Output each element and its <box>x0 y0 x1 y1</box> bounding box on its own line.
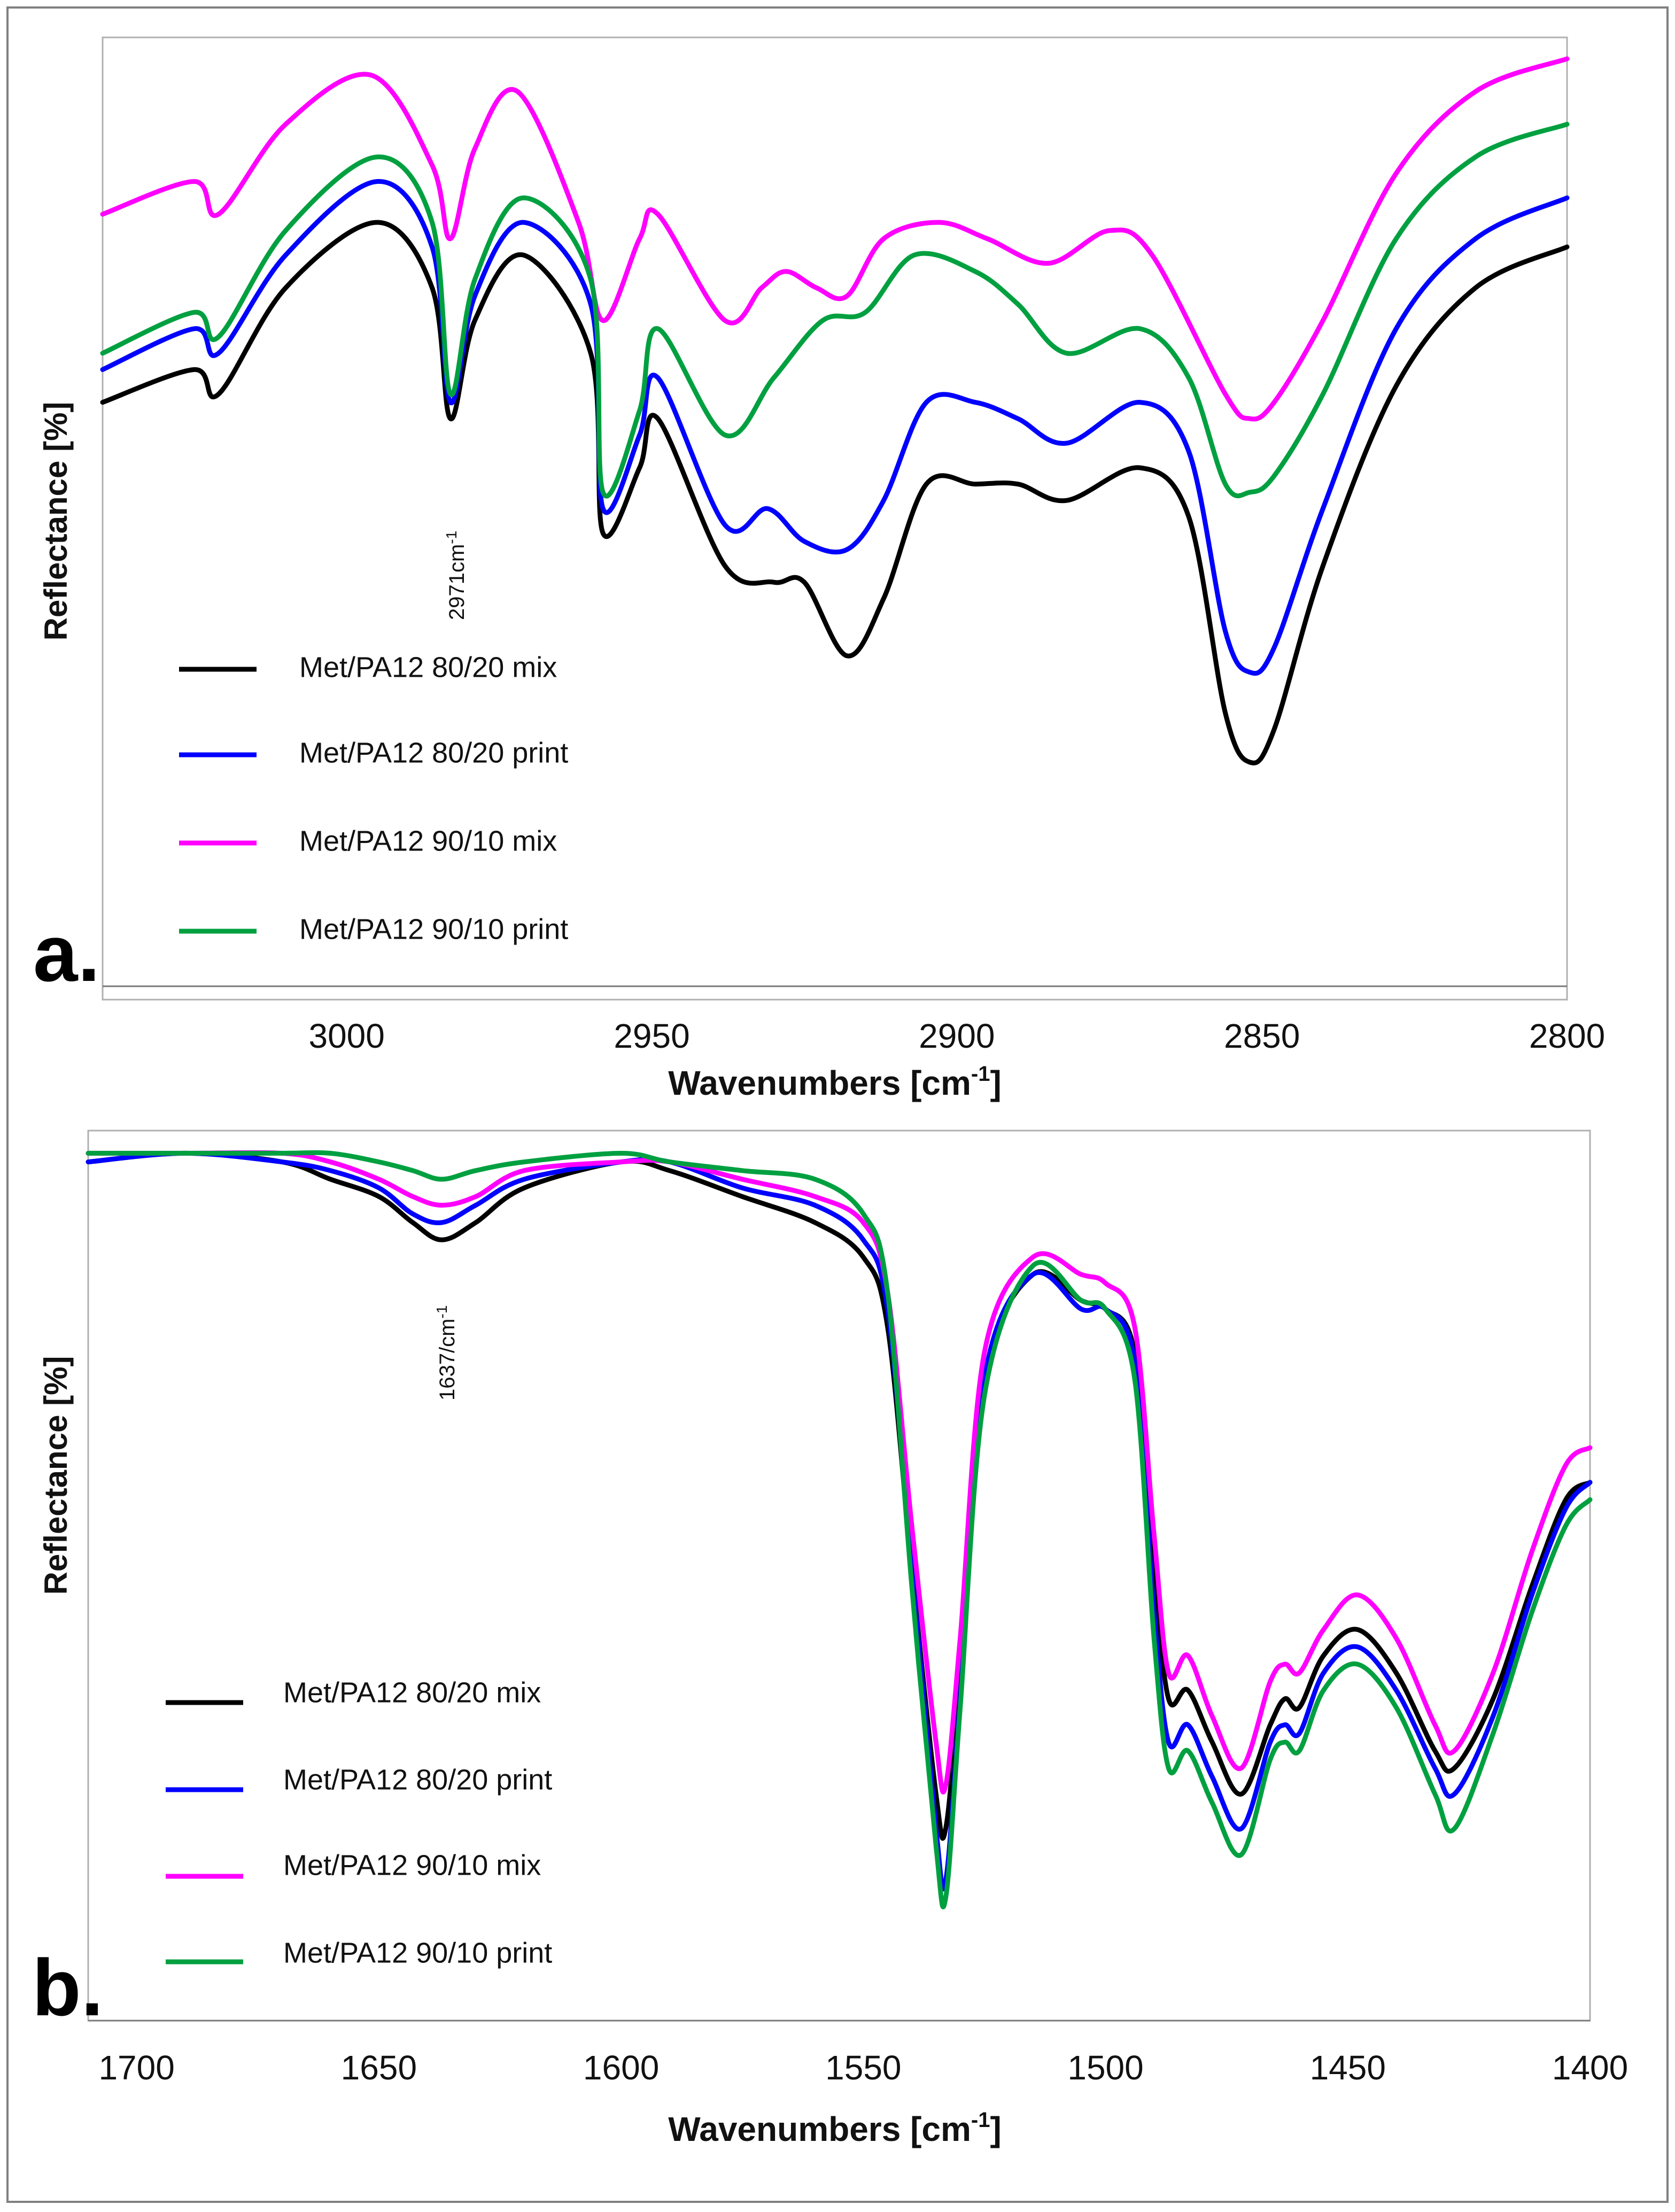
panel-b-legend: Met/PA12 80/20 mix Met/PA12 80/20 print … <box>166 1676 552 1969</box>
x-tick-label-b-6: 1400 <box>1552 2048 1628 2087</box>
panel-b-series <box>86 1150 1593 1909</box>
panel-b-x-axis-title: Wavenumbers [cm-1] <box>668 2108 1002 2148</box>
legend-b-label-3: Met/PA12 90/10 print <box>283 1937 552 1969</box>
x-tick-label-b-0: 1700 <box>98 2048 174 2087</box>
panel-a-letter: a. <box>33 908 100 998</box>
series-line-a-2 <box>100 56 1570 422</box>
series-line-a-0 <box>100 220 1570 765</box>
panel-a-series <box>100 56 1570 765</box>
panel-b-letter: b. <box>32 1943 103 2032</box>
x-tick-label-a-2: 2900 <box>919 1017 995 1055</box>
panel-b-y-axis-title: Reflectance [%] <box>38 1356 74 1595</box>
legend-b-label-1: Met/PA12 80/20 print <box>283 1764 552 1796</box>
x-tick-label-a-1: 2950 <box>614 1017 689 1055</box>
series-line-b-0 <box>86 1150 1593 1841</box>
panel-a: 3000 2950 2900 2850 2800 Wavenumbers [cm-1] … <box>33 36 1605 1102</box>
x-tick-label-b-3: 1550 <box>825 2048 901 2087</box>
x-tick-label-a-0: 3000 <box>308 1017 384 1055</box>
series-line-b-3 <box>86 1150 1593 1909</box>
x-tick-label-a-3: 2850 <box>1224 1017 1300 1055</box>
panel-a-x-axis-title: Wavenumbers [cm-1] <box>668 1062 1002 1102</box>
legend-b-label-0: Met/PA12 80/20 mix <box>283 1676 541 1708</box>
x-tick-label-b-2: 1600 <box>583 2048 659 2087</box>
legend-a-label-0: Met/PA12 80/20 mix <box>299 651 557 683</box>
outer-frame <box>6 6 1669 2203</box>
panel-a-annotation: 2971cm-1 <box>443 531 469 620</box>
series-line-b-2 <box>86 1150 1593 1795</box>
panel-a-plot-area <box>102 36 1568 1001</box>
legend-a-label-2: Met/PA12 90/10 mix <box>299 825 557 857</box>
panel-b-x-ticks: 1700 1650 1600 1550 1500 1450 1400 <box>98 2048 1628 2087</box>
series-line-a-3 <box>100 121 1570 499</box>
x-tick-label-b-4: 1500 <box>1067 2048 1143 2087</box>
panel-b-annotation: 1637/cm-1 <box>433 1305 459 1401</box>
panel-a-legend: Met/PA12 80/20 mix Met/PA12 80/20 print … <box>179 651 568 945</box>
panel-b-plot-area <box>87 1130 1591 2022</box>
panel-b: 1700 1650 1600 1550 1500 1450 1400 Wavenumbers… <box>32 1130 1628 2148</box>
panel-a-y-axis-title: Reflectance [%] <box>38 402 74 641</box>
series-line-a-1 <box>100 179 1570 676</box>
legend-a-label-3: Met/PA12 90/10 print <box>299 913 568 945</box>
panel-a-x-ticks: 3000 2950 2900 2850 2800 <box>308 1017 1605 1055</box>
x-tick-label-b-1: 1650 <box>341 2048 417 2087</box>
legend-b-label-2: Met/PA12 90/10 mix <box>283 1849 541 1881</box>
legend-a-label-1: Met/PA12 80/20 print <box>299 737 568 769</box>
series-line-b-1 <box>86 1150 1593 1892</box>
x-tick-label-b-5: 1450 <box>1310 2048 1386 2087</box>
x-tick-label-a-4: 2800 <box>1529 1017 1605 1055</box>
